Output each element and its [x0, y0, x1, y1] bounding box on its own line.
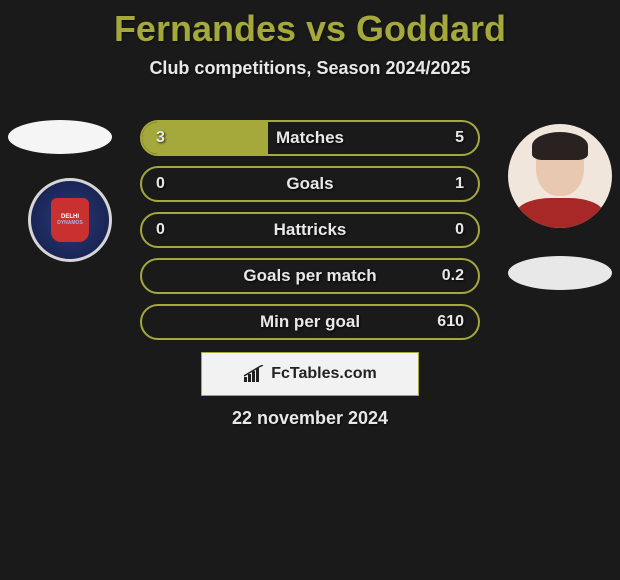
- stat-row: 0Goals1: [140, 166, 480, 202]
- stat-label: Hattricks: [142, 214, 478, 246]
- stat-value-right: 5: [455, 122, 464, 154]
- player-left-club-badge: DELHI DYNAMOS: [28, 178, 112, 262]
- player-right-placeholder: [508, 256, 612, 290]
- subtitle: Club competitions, Season 2024/2025: [0, 58, 620, 79]
- source-badge[interactable]: FcTables.com: [201, 352, 419, 396]
- club-name-2: DYNAMOS: [57, 220, 83, 226]
- player-left-placeholder: [8, 120, 112, 154]
- comparison-bars: 3Matches50Goals10Hattricks0Goals per mat…: [140, 120, 480, 350]
- stat-row: Min per goal610: [140, 304, 480, 340]
- player-hair: [532, 132, 588, 160]
- comparison-card: Fernandes vs Goddard Club competitions, …: [0, 0, 620, 580]
- stat-value-right: 0: [455, 214, 464, 246]
- stat-value-right: 1: [455, 168, 464, 200]
- stat-value-right: 0.2: [442, 260, 464, 292]
- bar-chart-icon: [243, 365, 265, 383]
- stat-label: Goals per match: [142, 260, 478, 292]
- player-right-photo: [508, 124, 612, 228]
- stat-label: Matches: [142, 122, 478, 154]
- stat-row: 0Hattricks0: [140, 212, 480, 248]
- stat-label: Min per goal: [142, 306, 478, 338]
- stat-label: Goals: [142, 168, 478, 200]
- page-title: Fernandes vs Goddard: [0, 0, 620, 50]
- stat-row: Goals per match0.2: [140, 258, 480, 294]
- source-badge-text: FcTables.com: [271, 365, 377, 383]
- player-shirt: [516, 198, 604, 228]
- stat-row: 3Matches5: [140, 120, 480, 156]
- club-crest: DELHI DYNAMOS: [51, 198, 89, 242]
- stat-value-right: 610: [437, 306, 464, 338]
- date-text: 22 november 2024: [0, 408, 620, 429]
